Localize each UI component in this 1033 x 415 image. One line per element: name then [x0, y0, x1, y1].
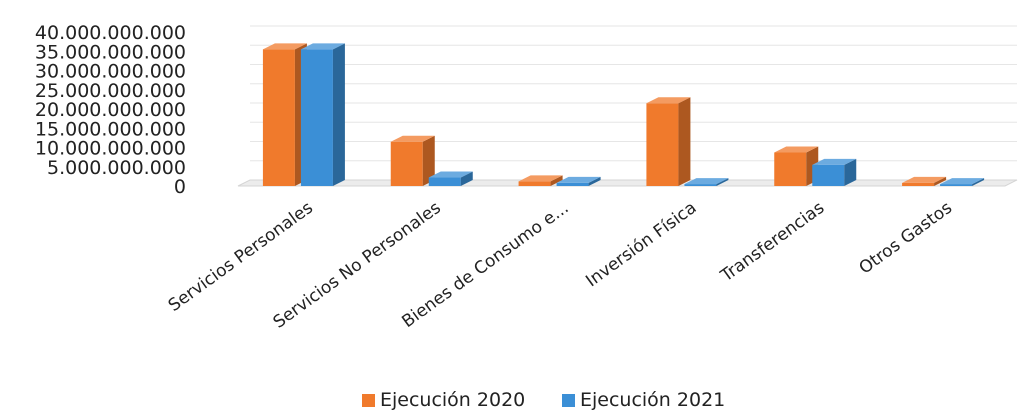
bar-side — [678, 97, 691, 186]
bar-side — [716, 178, 729, 186]
bar-top — [774, 146, 819, 153]
y-axis: 05.000.000.00010.000.000.00015.000.000.0… — [35, 22, 186, 198]
bar-side — [332, 43, 345, 187]
bar — [556, 176, 601, 186]
bar-side — [460, 171, 473, 186]
bar-front — [646, 103, 679, 186]
bar — [902, 176, 947, 186]
bar-top — [940, 178, 985, 185]
bar-front — [556, 182, 589, 186]
bar-front — [428, 177, 461, 186]
y-tick-label: 15.000.000.000 — [35, 118, 186, 140]
bars — [262, 43, 985, 187]
bar-side — [588, 176, 601, 186]
legend: Ejecución 2020 Ejecución 2021 — [362, 389, 725, 411]
x-tick-label: Inversión Física — [582, 198, 700, 291]
bar-top — [646, 97, 691, 104]
bar-top — [812, 158, 857, 165]
bar — [428, 171, 473, 186]
bar-front — [518, 181, 551, 186]
bar — [262, 43, 307, 187]
bar-front — [262, 49, 295, 187]
bar — [518, 175, 563, 186]
bar — [812, 158, 857, 186]
bar-front — [940, 184, 973, 186]
bar-front — [902, 182, 935, 186]
gridlines — [237, 25, 1018, 187]
bar — [940, 178, 985, 186]
bar-side — [422, 135, 435, 186]
bar-top — [684, 178, 729, 185]
bar-front — [390, 141, 423, 186]
legend-swatch — [562, 394, 575, 407]
bar-front — [774, 152, 807, 186]
legend-item: Ejecución 2020 — [362, 389, 525, 411]
y-tick-label: 20.000.000.000 — [35, 99, 186, 121]
bar-front — [812, 164, 845, 186]
y-tick-label: 25.000.000.000 — [35, 80, 186, 102]
bar-side — [844, 158, 857, 186]
bar-front — [684, 184, 717, 186]
legend-label: Ejecución 2020 — [380, 389, 525, 411]
x-tick-label: Transferencias — [716, 198, 828, 287]
chart-floor — [237, 179, 1018, 187]
y-tick-label: 0 — [174, 176, 186, 198]
y-tick-label: 35.000.000.000 — [35, 41, 186, 63]
bar — [774, 146, 819, 186]
bar — [300, 43, 345, 187]
y-tick-label: 40.000.000.000 — [35, 22, 186, 44]
bar-side — [972, 178, 985, 186]
y-tick-label: 10.000.000.000 — [35, 138, 186, 160]
bar — [684, 178, 729, 186]
bar-top — [902, 176, 947, 183]
bar-front — [300, 49, 333, 187]
y-tick-label: 30.000.000.000 — [35, 61, 186, 83]
x-tick-label: Otros Gastos — [856, 198, 957, 279]
legend-label: Ejecución 2021 — [580, 389, 725, 411]
y-tick-label: 5.000.000.000 — [47, 157, 186, 179]
bar-top — [428, 171, 473, 178]
bar-top — [262, 43, 307, 50]
bar-top — [556, 176, 601, 183]
bar-side — [550, 175, 563, 186]
bar — [390, 135, 435, 186]
bar-top — [300, 43, 345, 50]
legend-item: Ejecución 2021 — [562, 389, 725, 411]
bar-top — [518, 175, 563, 182]
bar-side — [934, 176, 947, 186]
legend-swatch — [362, 394, 375, 407]
bar — [646, 97, 691, 186]
bar-top — [390, 135, 435, 142]
